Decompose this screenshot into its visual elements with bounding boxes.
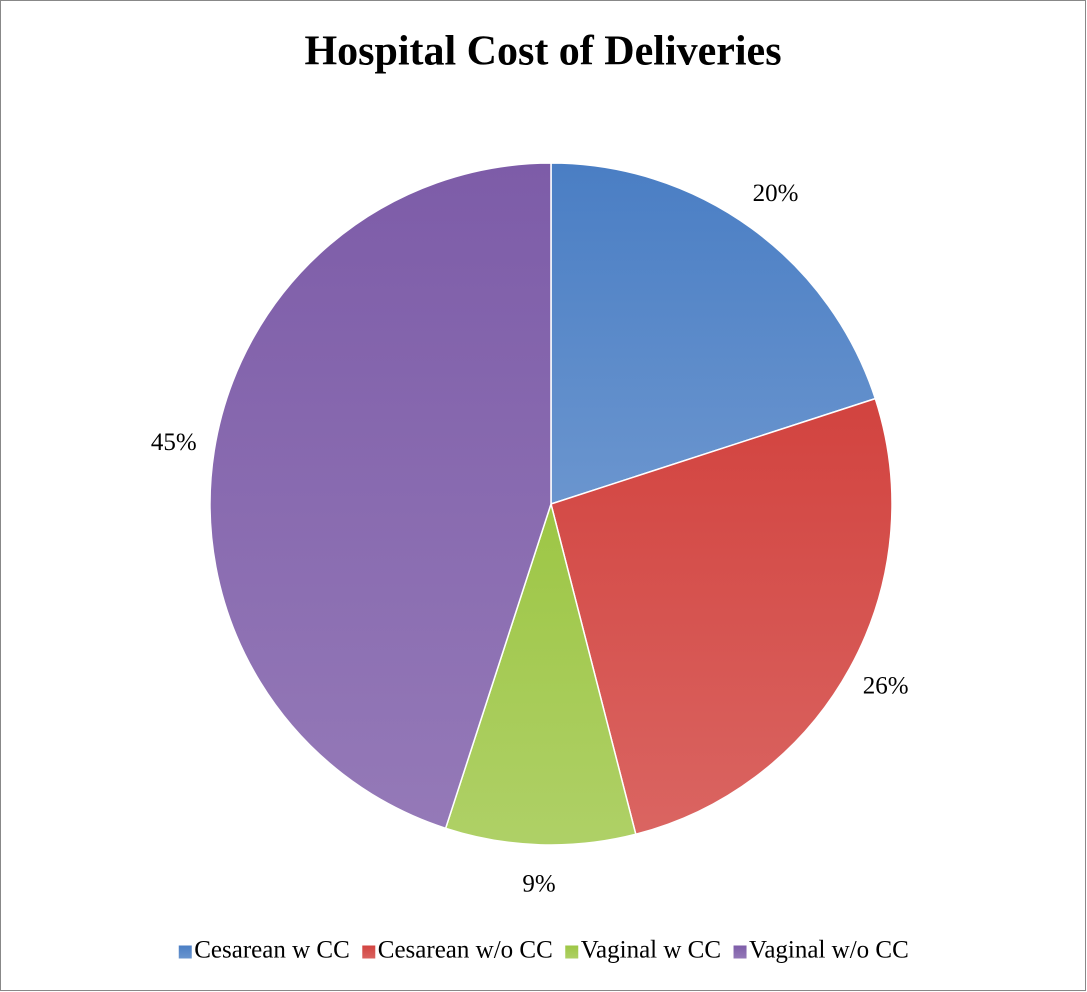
data-label: 26% [863, 673, 909, 700]
legend-swatch [564, 944, 580, 960]
legend-swatch [361, 944, 377, 960]
legend: Cesarean w CC Cesarean w/o CC Vaginal w CC… [177, 937, 909, 964]
legend-swatch [177, 944, 193, 960]
data-label: 45% [151, 429, 197, 456]
legend-label: Vaginal w/o CC [749, 937, 909, 964]
legend-label: Cesarean w/o CC [378, 937, 553, 964]
data-label: 9% [522, 870, 555, 897]
pie-slice [550, 162, 877, 506]
pie-slice [444, 501, 637, 846]
legend-label: Cesarean w CC [194, 937, 350, 964]
pie-slice [550, 397, 893, 836]
data-label: 20% [753, 180, 799, 207]
chart-title: Hospital Cost of Deliveries [304, 29, 781, 75]
legend-label: Vaginal w CC [581, 937, 721, 964]
pie-slice [209, 162, 552, 830]
legend-swatch [732, 944, 748, 960]
